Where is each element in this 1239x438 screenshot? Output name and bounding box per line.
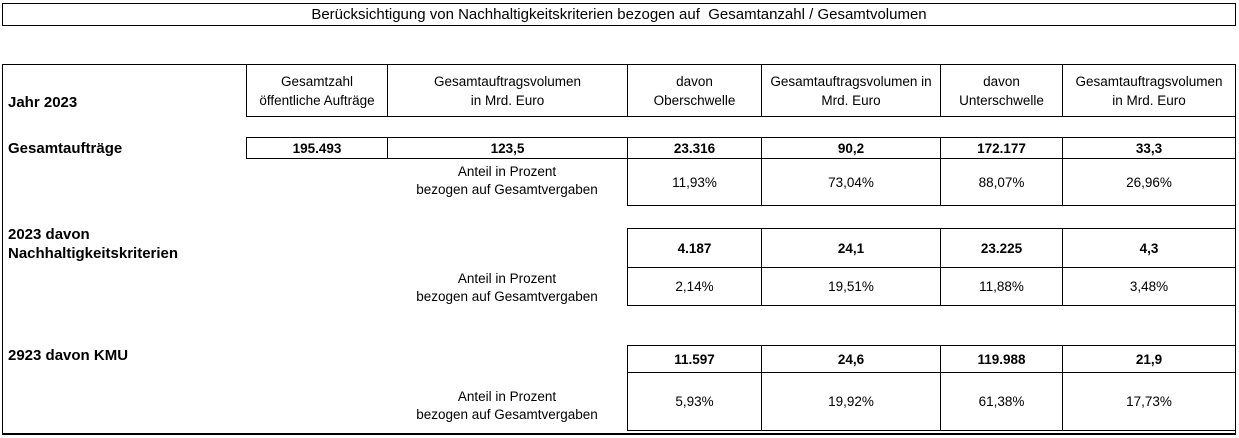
cell-gesamtauftraege-gesamtzahl: 195.493 (246, 137, 388, 159)
col-header-davon-oberschwelle: davon Oberschwelle (627, 64, 762, 117)
percent-row-label: Anteil in Prozent bezogen auf Gesamtverg… (416, 389, 598, 422)
percent-row-label: Anteil in Prozent bezogen auf Gesamtverg… (416, 271, 598, 304)
cell-gesamtauftraege-pct-volumen-ober: 73,04% (761, 158, 941, 206)
col-header-volumen-oberschwelle: Gesamtauftragsvolumen in Mrd. Euro (761, 64, 941, 117)
cell-kmu-oberschwelle: 11.597 (627, 345, 762, 373)
cell-gesamtauftraege-unterschwelle: 172.177 (940, 137, 1063, 159)
cell-kmu-unterschwelle: 119.988 (940, 345, 1063, 373)
cell-gesamtauftraege-volumen-ober: 90,2 (761, 137, 941, 159)
cell-nachhaltigkeit-pct-oberschwelle: 2,14% (627, 267, 762, 306)
cell-nachhaltigkeit-volumen-unter: 4,3 (1062, 228, 1236, 268)
cell-kmu-volumen-ober: 24,6 (761, 345, 941, 373)
cell-nachhaltigkeit-unterschwelle: 23.225 (940, 228, 1063, 268)
row-label-nachhaltigkeitskriterien: 2023 davon Nachhaltigkeitskriterien (8, 226, 179, 262)
cell-nachhaltigkeit-volumen-ober: 24,1 (761, 228, 941, 268)
cell-gesamtauftraege-volumen-unter: 33,3 (1062, 137, 1236, 159)
cell-nachhaltigkeit-pct-volumen-ober: 19,51% (761, 267, 941, 306)
cell-kmu-pct-volumen-ober: 19,92% (761, 372, 941, 431)
col-header-davon-unterschwelle: davon Unterschwelle (940, 64, 1063, 117)
row-label-gesamtauftraege: Gesamtaufträge (8, 140, 123, 157)
col-header-volumen-gesamt: Gesamtauftragsvolumen in Mrd. Euro (387, 64, 628, 117)
col-header-gesamtzahl-auftraege: Gesamtzahl öffentliche Aufträge (246, 64, 388, 117)
cell-nachhaltigkeit-pct-unterschwelle: 11,88% (940, 267, 1063, 306)
cell-nachhaltigkeit-oberschwelle: 4.187 (627, 228, 762, 268)
row-label-kmu: 2923 davon KMU (8, 347, 129, 364)
cell-kmu-volumen-unter: 21,9 (1062, 345, 1236, 373)
cell-gesamtauftraege-volumen: 123,5 (387, 137, 628, 159)
cell-gesamtauftraege-oberschwelle: 23.316 (627, 137, 762, 159)
cell-nachhaltigkeit-pct-volumen-unter: 3,48% (1062, 267, 1236, 306)
table-title: Berücksichtigung von Nachhaltigkeitskrit… (2, 3, 1236, 26)
cell-gesamtauftraege-pct-unterschwelle: 88,07% (940, 158, 1063, 206)
cell-kmu-pct-oberschwelle: 5,93% (627, 372, 762, 431)
cell-kmu-pct-unterschwelle: 61,38% (940, 372, 1063, 431)
percent-row-label: Anteil in Prozent bezogen auf Gesamtverg… (416, 164, 598, 197)
cell-kmu-pct-volumen-unter: 17,73% (1062, 372, 1236, 431)
cell-gesamtauftraege-pct-volumen-unter: 26,96% (1062, 158, 1236, 206)
col-header-volumen-unterschwelle: Gesamtauftragsvolumen in Mrd. Euro (1062, 64, 1236, 117)
cell-gesamtauftraege-pct-oberschwelle: 11,93% (627, 158, 762, 206)
year-label: Jahr 2023 (8, 94, 78, 111)
